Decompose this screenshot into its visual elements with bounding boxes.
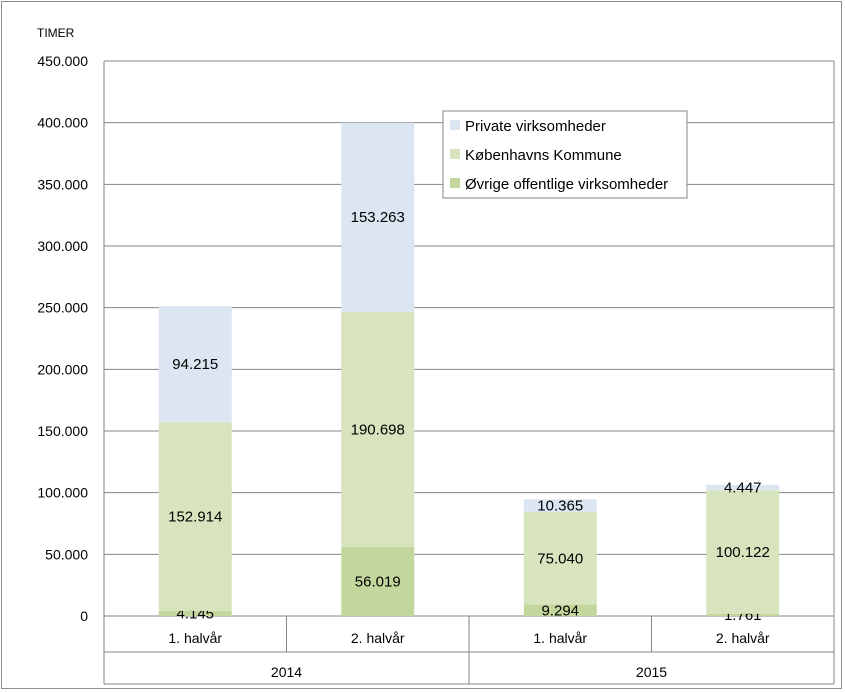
y-tick-label: 50.000 [45, 546, 88, 562]
bar-segment [158, 610, 232, 616]
bar-segment [706, 613, 780, 616]
x-group-label: 2014 [271, 664, 302, 680]
y-tick-label: 100.000 [37, 485, 88, 501]
y-tick-label: 0 [80, 608, 88, 624]
x-category-label: 1. halvår [168, 630, 222, 646]
axes: 0 50.000 100.000 150.000 200.000 250.000 300.0… [37, 53, 835, 685]
bar-segment [523, 604, 597, 616]
y-tick-label: 400.000 [37, 115, 88, 131]
bar-segment [341, 122, 415, 312]
x-category-label: 2. halvår [716, 630, 770, 646]
data-label: 4.447 [724, 480, 762, 497]
y-tick-label: 200.000 [37, 361, 88, 377]
legend-label: Øvrige offentlige virksomheder [465, 176, 668, 193]
data-label: 9.294 [541, 602, 579, 619]
data-label: 56.019 [355, 573, 401, 590]
y-tick-label: 450.000 [37, 53, 88, 69]
y-tick-label: 150.000 [37, 423, 88, 439]
bar-segment [158, 422, 232, 611]
y-tick-label: 250.000 [37, 300, 88, 316]
bar-segment [158, 306, 232, 423]
data-label: 152.914 [168, 509, 222, 526]
data-label: 94.215 [172, 356, 218, 373]
legend-box [442, 110, 688, 199]
legend: Private virksomheder Københavns Kommune Øv… [442, 110, 688, 199]
y-axis-unit-label: TIMER [37, 26, 75, 40]
bar-segment [341, 311, 415, 547]
legend-swatch [450, 178, 460, 188]
data-label: 10.365 [537, 498, 583, 515]
x-category-label: 1. halvår [533, 630, 587, 646]
bar-segment [523, 511, 597, 605]
bar-segment [341, 546, 415, 616]
x-category-label: 2. halvår [351, 630, 405, 646]
legend-label: Private virksomheder [465, 118, 606, 135]
y-tick-label: 300.000 [37, 238, 88, 254]
data-label: 153.263 [351, 209, 405, 226]
bars: 4.145152.91494.21556.019190.698153.2639.… [158, 122, 780, 624]
x-group-label: 2015 [636, 664, 667, 680]
data-label: 75.040 [537, 550, 583, 567]
legend-swatch [450, 149, 460, 159]
y-tick-label: 350.000 [37, 176, 88, 192]
data-label: 100.122 [716, 544, 770, 561]
data-label: 190.698 [351, 421, 405, 438]
bar-segment [706, 484, 780, 491]
legend-label: Københavns Kommune [465, 147, 622, 164]
bar-segment [706, 490, 780, 614]
legend-swatch [450, 120, 460, 130]
bar-segment [523, 499, 597, 512]
